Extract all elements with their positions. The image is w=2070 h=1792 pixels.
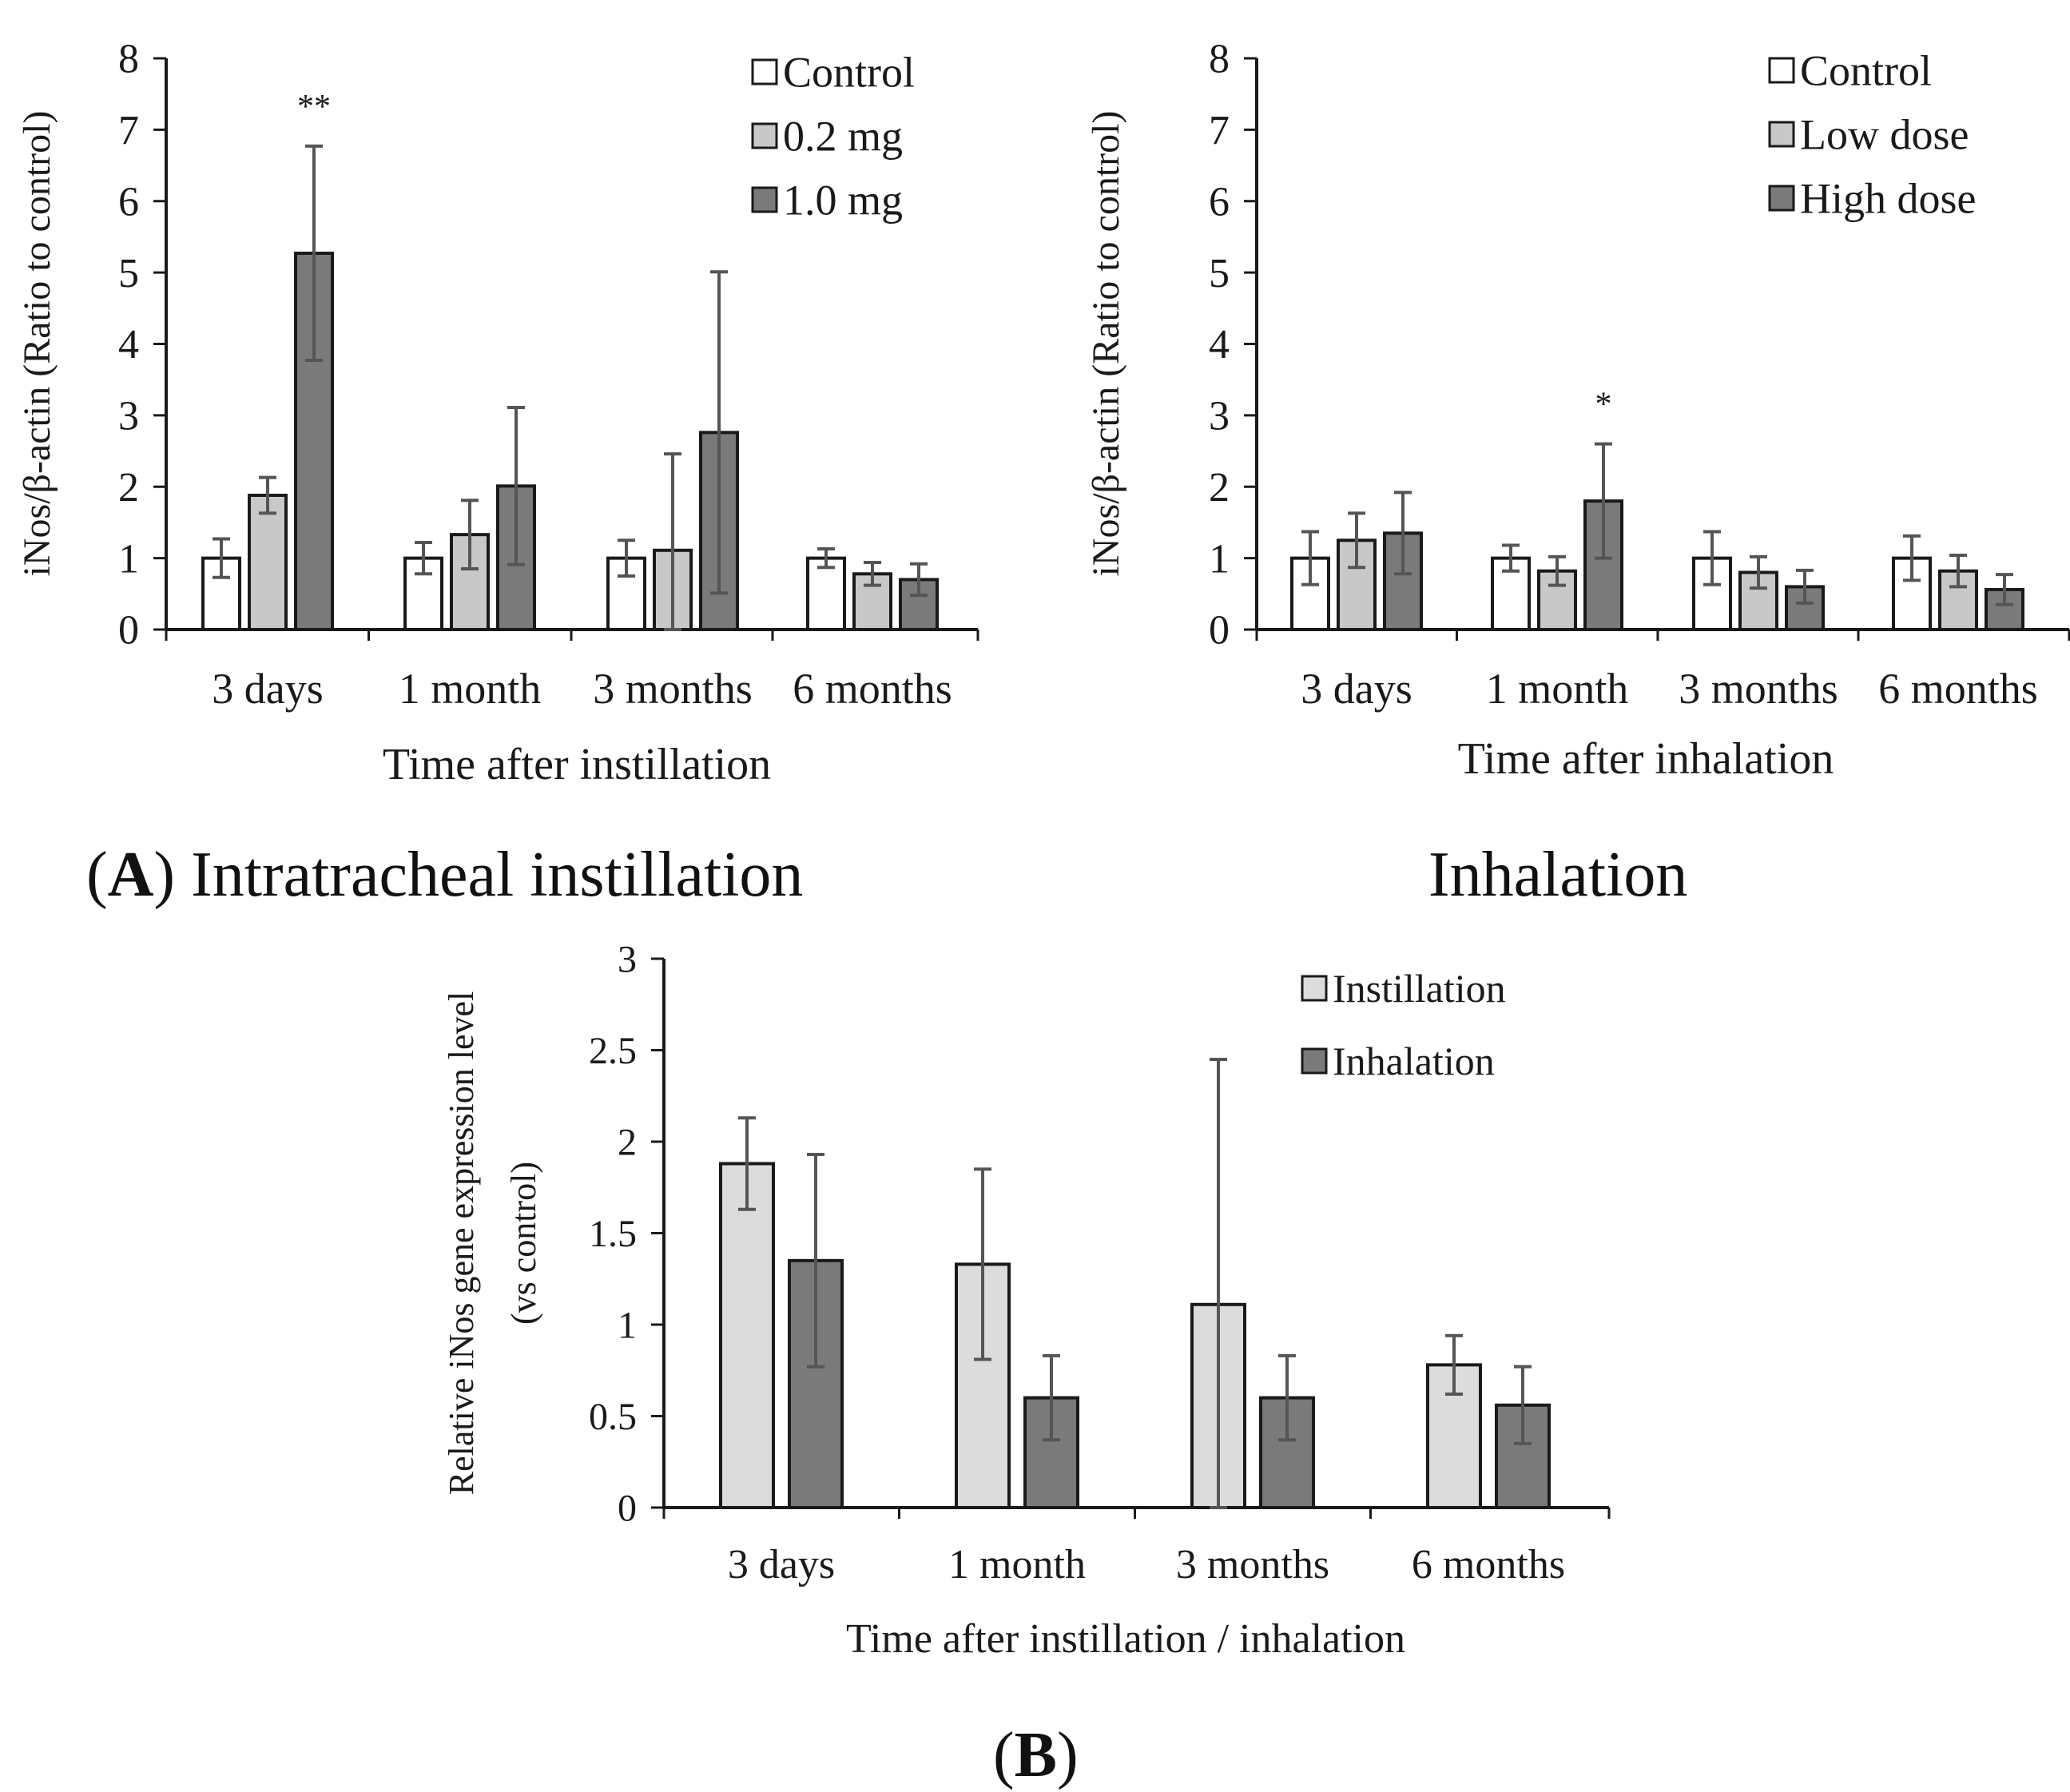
x-tick-label: 3 days (212, 665, 323, 713)
chart-instillation: 0 1 2 3 4 5 6 7 8 3 days 1 month 3 months 6 months **… (16, 37, 979, 789)
legend-label: Control (1800, 46, 1932, 94)
legend-swatch (1301, 1047, 1328, 1075)
x-tick-label: 1 month (1486, 665, 1629, 713)
legend-swatch (751, 186, 778, 213)
caption-a-text: Intratracheal instillation (191, 840, 804, 910)
y-tick-label: 7 (1209, 108, 1230, 153)
y-tick-label: 0 (618, 1487, 637, 1529)
y-tick-label: 6 (118, 179, 139, 224)
bar (719, 1162, 775, 1509)
y-tick-label: 4 (1209, 322, 1230, 368)
x-tick-label: 3 days (728, 1542, 835, 1587)
legend-swatch (751, 122, 778, 149)
legend-label: 1.0 mg (783, 176, 903, 224)
y-tick-label: 5 (1209, 251, 1230, 296)
y-tick-label: 0 (118, 608, 139, 654)
significance-marker: ** (297, 89, 331, 125)
y-axis-title: Relative iNos gene expression level (442, 991, 481, 1495)
legend-label: High dose (1800, 174, 1976, 222)
legend-label: Inhalation (1333, 1039, 1495, 1083)
caption-a: (A) Intratracheal instillation (86, 840, 804, 910)
legend-label: 0.2 mg (783, 112, 903, 160)
x-axis-title: Time after inhalation (1458, 734, 1834, 784)
x-tick-label: 3 months (593, 665, 753, 713)
y-tick-label: 0.5 (589, 1396, 637, 1438)
x-tick-label: 1 month (399, 665, 542, 713)
caption-inhalation: Inhalation (1428, 839, 1687, 912)
x-axis-title: Time after instillation / inhalation (846, 1616, 1405, 1662)
y-tick-label: 1 (118, 536, 139, 582)
chart-inhalation: 0 1 2 3 4 5 6 7 8 3 days 1 month 3 months 6 months * C… (1085, 37, 2070, 784)
y-tick-label: 2 (618, 1121, 637, 1163)
legend-swatch (1768, 57, 1795, 84)
x-tick-label: 3 days (1301, 665, 1412, 713)
legend-swatch (1768, 121, 1795, 148)
x-tick-label: 3 months (1176, 1542, 1329, 1587)
y-tick-label: 0 (1209, 608, 1230, 654)
y-tick-label: 7 (118, 108, 139, 153)
legend-swatch (1301, 975, 1328, 1002)
y-axis-title: (vs control) (504, 1162, 543, 1325)
caption-inhalation-text: Inhalation (1428, 840, 1688, 910)
y-tick-label: 4 (118, 322, 139, 368)
x-tick-label: 6 months (1878, 665, 2038, 713)
y-tick-label: 2 (118, 465, 139, 511)
x-tick-label: 1 month (948, 1542, 1086, 1587)
y-axis-title: iNos/β-actin (Ratio to control) (16, 111, 58, 577)
y-tick-label: 1 (1209, 536, 1230, 582)
x-tick-label: 6 months (1412, 1542, 1565, 1587)
y-tick-label: 8 (1209, 37, 1230, 82)
y-tick-label: 2 (1209, 465, 1230, 511)
y-axis-title: iNos/β-actin (Ratio to control) (1085, 111, 1127, 577)
significance-marker: * (1595, 387, 1612, 423)
x-axis-title: Time after instillation (383, 740, 771, 789)
legend-label: Control (783, 48, 915, 96)
bar (1259, 1396, 1315, 1509)
caption-a-letter: A (107, 840, 154, 910)
caption-b: (B) (993, 1720, 1079, 1790)
y-tick-label: 3 (118, 394, 139, 439)
y-tick-label: 8 (118, 37, 139, 82)
caption-b-letter: B (1014, 1720, 1057, 1790)
y-tick-label: 1.5 (589, 1213, 637, 1255)
x-tick-label: 3 months (1679, 665, 1838, 713)
y-tick-label: 2.5 (589, 1030, 637, 1072)
y-tick-label: 3 (618, 938, 637, 980)
chart-comparison: 0 0.5 1 1.5 2 2.5 3 3 days 1 month 3 months 6 mont… (442, 938, 1611, 1662)
legend-label: Low dose (1800, 110, 1969, 158)
y-tick-label: 3 (1209, 394, 1230, 439)
legend-swatch (1768, 185, 1795, 212)
y-tick-label: 6 (1209, 179, 1230, 224)
legend-swatch (751, 58, 778, 85)
legend-label: Instillation (1333, 966, 1506, 1011)
y-tick-label: 5 (118, 251, 139, 296)
bar (248, 493, 288, 631)
x-tick-label: 6 months (793, 665, 952, 713)
y-tick-label: 1 (618, 1304, 637, 1346)
